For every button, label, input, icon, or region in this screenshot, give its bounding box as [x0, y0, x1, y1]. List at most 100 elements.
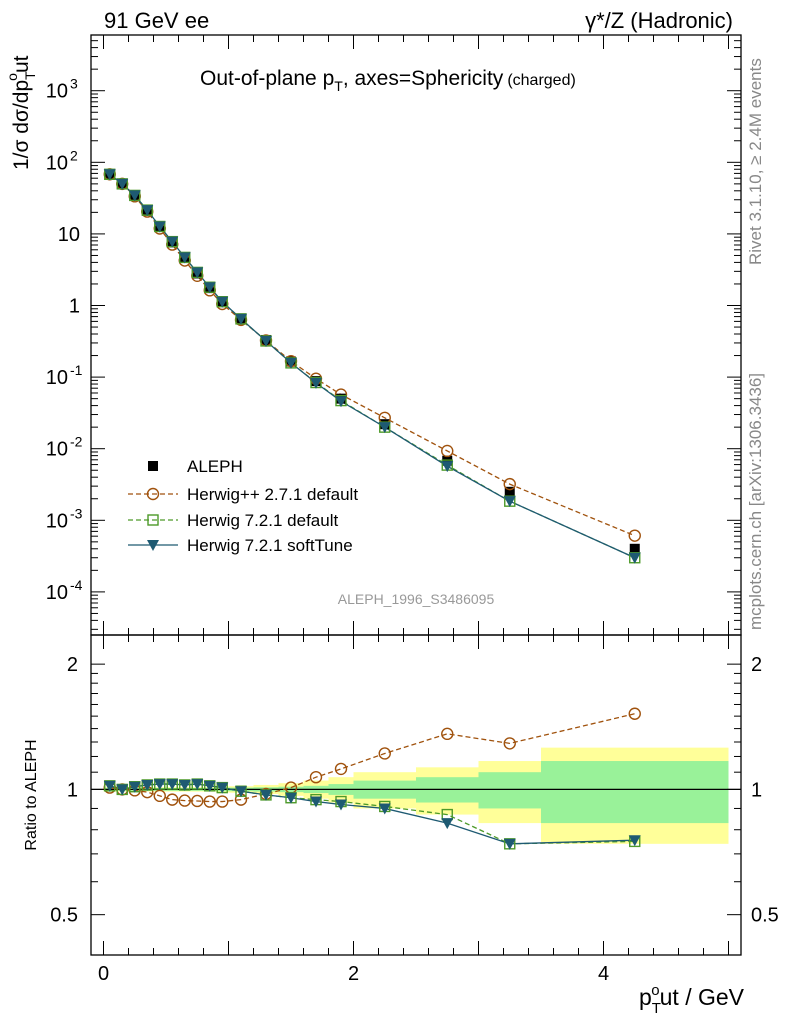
- header-left: 91 GeV ee: [104, 8, 209, 33]
- y-tick-label-right: 1: [751, 779, 762, 801]
- analysis-reference: ALEPH_1996_S3486095: [338, 591, 495, 607]
- xlabel: pTout / GeV: [639, 982, 745, 1017]
- legend-label: Herwig++ 2.7.1 default: [187, 485, 358, 504]
- herwig-7-2-1-softtune-point: [216, 782, 229, 794]
- stat-uncertainty-band: [541, 761, 729, 824]
- herwig-7-2-1-softtune-point: [191, 267, 204, 279]
- main-ylabel: 1/σ dσ/dpTout: [4, 55, 38, 170]
- legend-label: ALEPH: [187, 457, 243, 476]
- legend-label: Herwig 7.2.1 default: [187, 511, 338, 530]
- herwig-7-2-1-softtune-point: [103, 780, 116, 792]
- y-tick-label: 10: [46, 582, 68, 604]
- herwig-7-2-1-softtune-point: [178, 779, 191, 791]
- herwig-7-2-1-softtune-point: [235, 313, 247, 325]
- herwig-2-7-1-default-point: [191, 794, 204, 808]
- herwig-7-2-1-softtune-point: [203, 282, 216, 294]
- herwig-7-2-1-softtune-point: [628, 835, 641, 847]
- stat-uncertainty-band: [478, 772, 541, 809]
- herwig-7-2-1-softtune-point: [216, 296, 229, 308]
- x-tick-label: 2: [348, 963, 359, 985]
- y-tick-label: 2: [67, 654, 78, 676]
- herwig-7-2-1-softtune-point: [166, 236, 179, 248]
- herwig-7-2-1-softtune-point: [260, 335, 272, 347]
- herwig-2-7-1-default-point: [441, 727, 454, 741]
- y-tick-label: 10: [46, 439, 68, 461]
- ratio-ylabel: Ratio to ALEPH: [23, 739, 40, 850]
- y-tick-label: 10: [46, 152, 68, 174]
- herwig-7-2-1-softtune-point: [310, 377, 322, 389]
- legend-marker: [146, 487, 160, 501]
- y-tick-label: 0.5: [50, 905, 78, 927]
- legend-marker: [147, 540, 159, 551]
- legend-marker: [148, 461, 158, 471]
- herwig-7-2-1-softtune-point: [116, 178, 129, 190]
- y-tick-label: 1: [69, 296, 80, 318]
- legend-marker: [147, 514, 159, 526]
- herwig-2-7-1-default-line: [109, 713, 635, 803]
- herwig-2-7-1-default-point: [503, 737, 516, 750]
- herwig-7-2-1-softtune-point: [128, 781, 141, 793]
- herwig-2-7-1-default-point: [441, 444, 454, 458]
- main-series: [103, 168, 641, 564]
- herwig-7-2-1-softtune-point: [141, 779, 154, 791]
- herwig-7-2-1-softtune-point: [335, 799, 347, 811]
- y-tick-exponent: -1: [70, 362, 83, 378]
- herwig-2-7-1-default-point: [203, 795, 216, 808]
- herwig-7-2-1-softtune-point: [441, 461, 454, 473]
- herwig-7-2-1-softtune-point: [285, 357, 297, 369]
- y-tick-exponent: -4: [70, 577, 83, 593]
- herwig-2-7-1-default-point: [378, 747, 391, 760]
- herwig-7-2-1-softtune-point: [128, 190, 141, 202]
- mcplots-reference: mcplots.cern.ch [arXiv:1306.3436]: [746, 373, 765, 630]
- herwig-7-2-1-softtune-point: [235, 786, 247, 798]
- herwig-7-2-1-softtune-point: [260, 789, 272, 801]
- herwig-7-2-1-softtune-point: [141, 205, 154, 217]
- ratio-frame: [90, 634, 742, 956]
- herwig-7-2-1-softtune-point: [335, 396, 347, 408]
- y-tick-exponent: 2: [70, 147, 78, 163]
- herwig-7-2-1-softtune-point: [503, 496, 516, 508]
- herwig-7-2-1-softtune-point: [166, 779, 179, 791]
- herwig-7-2-1-softtune-point: [378, 422, 391, 434]
- herwig-7-2-1-softtune-point: [116, 784, 129, 796]
- herwig-7-2-1-softtune-point: [285, 792, 297, 804]
- herwig-2-7-1-default-point: [216, 795, 229, 808]
- rivet-version: Rivet 3.1.10, ≥ 2.4M events: [746, 58, 765, 265]
- herwig-7-2-1-softtune-point: [191, 779, 204, 791]
- herwig-7-2-1-softtune-point: [310, 796, 322, 808]
- y-tick-exponent: -3: [70, 505, 83, 521]
- herwig-2-7-1-default-point: [153, 789, 166, 803]
- herwig-7-2-1-softtune-point: [503, 838, 516, 850]
- y-tick-label: 10: [58, 224, 80, 246]
- y-tick-label: 10: [46, 367, 68, 389]
- main-title: Out-of-plane pT, axes=Sphericity (charged…: [200, 67, 576, 94]
- x-tick-label: 0: [98, 963, 109, 985]
- ratio-series: [103, 707, 641, 850]
- y-tick-label-right: 0.5: [751, 905, 779, 927]
- herwig-2-7-1-default-point: [628, 707, 641, 720]
- y-tick-label: 10: [46, 510, 68, 532]
- herwig-7-2-1-softtune-point: [378, 803, 391, 815]
- herwig-7-2-1-softtune-point: [441, 818, 454, 830]
- herwig-2-7-1-default-point: [503, 477, 516, 491]
- y-tick-exponent: 3: [70, 76, 78, 92]
- legend-label: Herwig 7.2.1 softTune: [187, 536, 353, 555]
- herwig-7-2-1-softtune-point: [628, 552, 641, 564]
- herwig-2-7-1-default-point: [166, 793, 179, 806]
- aleph-point: [629, 543, 640, 554]
- aleph-point: [504, 486, 515, 497]
- herwig-7-2-1-softtune-point: [153, 221, 166, 233]
- herwig-7-2-1-softtune-point: [178, 252, 191, 264]
- y-tick-label-right: 2: [751, 654, 762, 676]
- y-tick-label: 1: [67, 779, 78, 801]
- herwig-2-7-1-default-point: [334, 762, 348, 776]
- herwig-2-7-1-default-line: [109, 173, 635, 537]
- herwig-2-7-1-default-point: [178, 794, 191, 807]
- legend: ALEPH Herwig++ 2.7.1 default Herwig 7.2.1 …: [128, 457, 358, 555]
- herwig-7-2-1-softtune-point: [203, 780, 216, 792]
- x-tick-label: 4: [598, 963, 609, 985]
- herwig-7-2-1-softtune-point: [153, 779, 166, 791]
- herwig-2-7-1-default-point: [309, 770, 323, 784]
